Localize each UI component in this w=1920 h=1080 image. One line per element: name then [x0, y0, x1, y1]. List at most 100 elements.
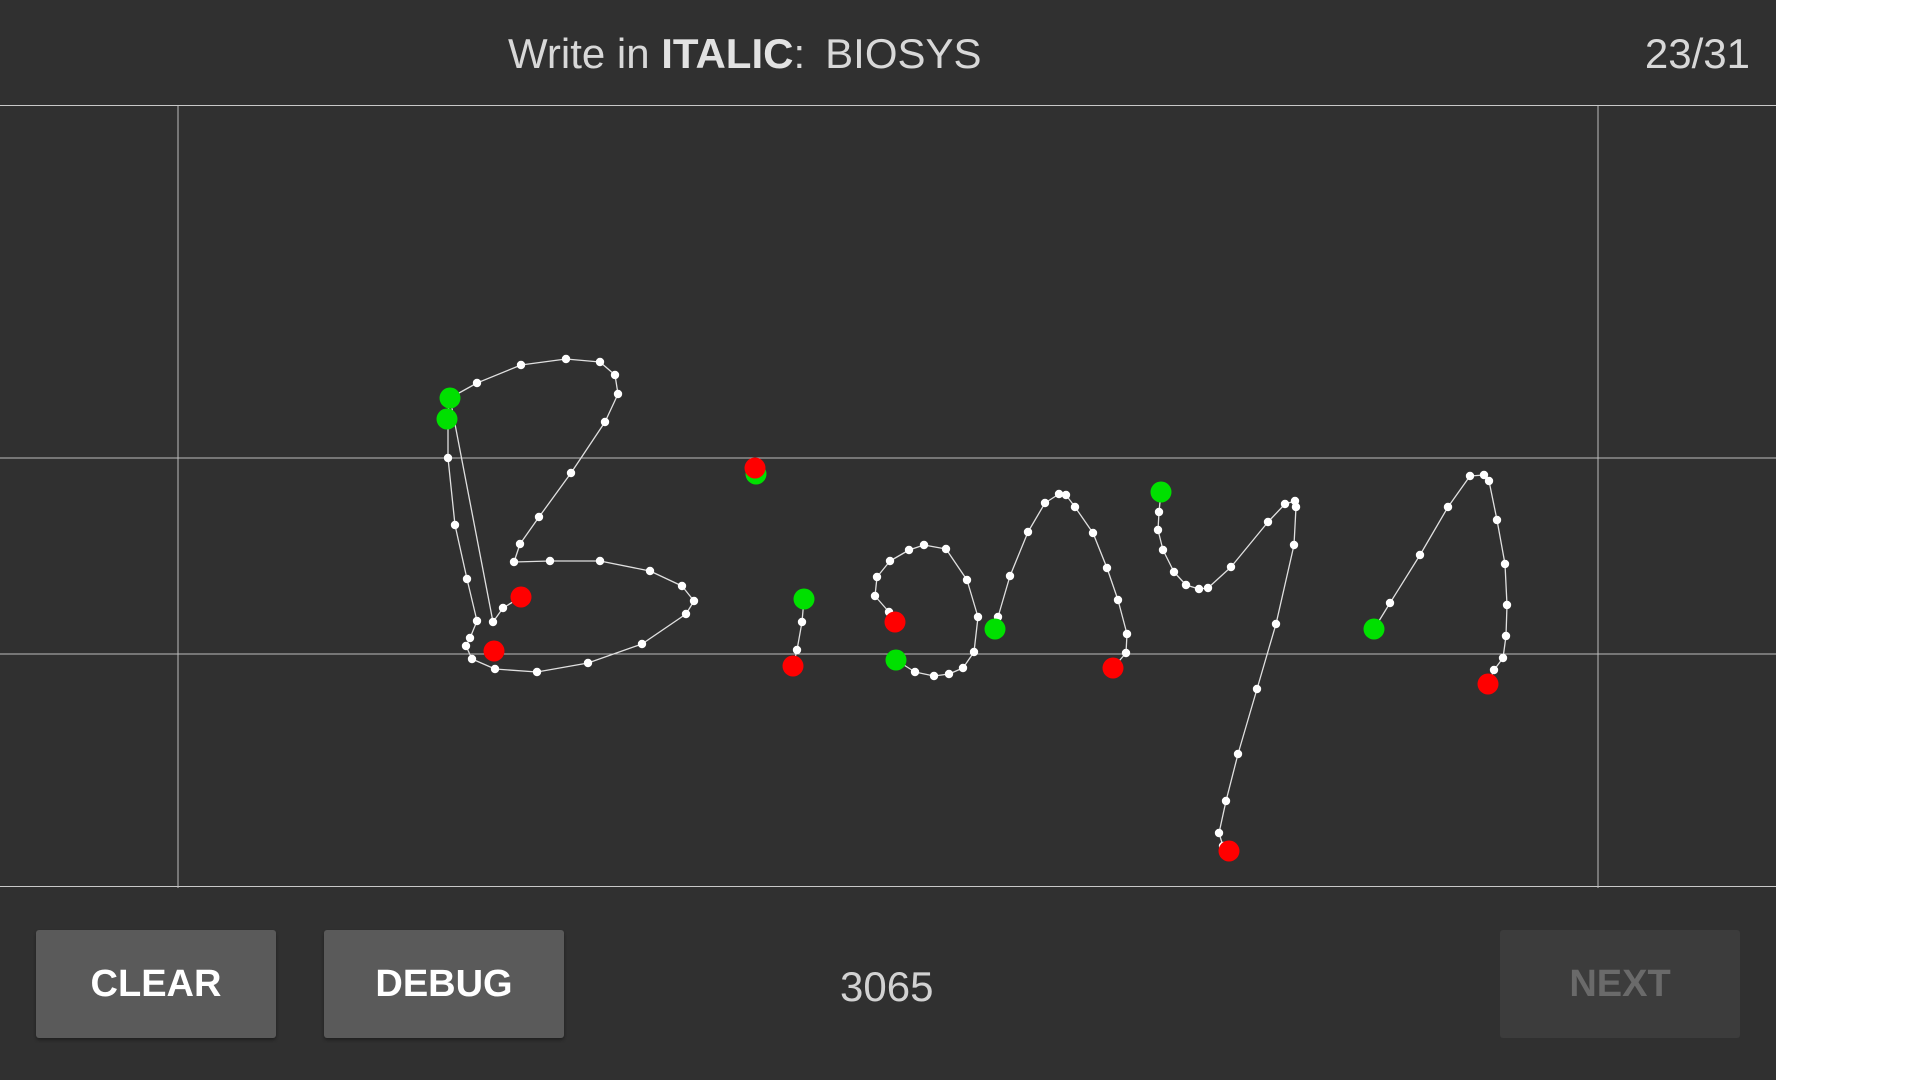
footer: CLEAR DEBUG 3065 NEXT — [0, 887, 1776, 1080]
sample-point — [1263, 517, 1273, 527]
sample-point — [872, 572, 882, 582]
sample-point — [613, 389, 623, 399]
sample-point — [1500, 559, 1510, 569]
stroke-start-point — [1363, 618, 1385, 640]
stroke-end-point — [884, 611, 906, 633]
sample-point — [1194, 584, 1204, 594]
sample-point — [472, 378, 482, 388]
sample-point — [958, 663, 968, 673]
prompt-prefix: Write in — [508, 30, 662, 77]
stroke-end-point — [510, 586, 532, 608]
sample-point — [498, 603, 508, 613]
sample-point — [450, 520, 460, 530]
ink-stroke — [874, 544, 979, 677]
sample-point — [870, 591, 880, 601]
sample-point — [969, 647, 979, 657]
sample-point — [962, 575, 972, 585]
ink-layer — [0, 106, 1776, 888]
sample-point — [1214, 828, 1224, 838]
sample-point — [595, 556, 605, 566]
stroke-start-point — [439, 387, 461, 409]
sample-point — [566, 468, 576, 478]
sample-point — [1443, 502, 1453, 512]
stroke-end-point — [1477, 673, 1499, 695]
sample-point — [1291, 502, 1301, 512]
sample-point — [645, 566, 655, 576]
sample-point — [534, 512, 544, 522]
stroke-start-point — [885, 649, 907, 671]
writing-prompt: Write in ITALIC: BIOSYS — [508, 30, 982, 78]
guide-lines — [0, 106, 1776, 888]
sample-point — [1203, 583, 1213, 593]
sample-point — [443, 453, 453, 463]
sample-point — [488, 617, 498, 627]
sample-point — [973, 612, 983, 622]
ink-stroke — [994, 493, 1128, 669]
sample-point — [1158, 545, 1168, 555]
sample-point — [1054, 489, 1064, 499]
sample-point — [467, 654, 477, 664]
sample-point — [1102, 563, 1112, 573]
sample-point — [465, 633, 475, 643]
stroke-start-point — [984, 618, 1006, 640]
handwriting-strokes — [436, 354, 1512, 862]
sample-point — [1221, 796, 1231, 806]
sample-point — [1169, 567, 1179, 577]
sample-point — [561, 354, 571, 364]
sample-point — [462, 574, 472, 584]
debug-button[interactable]: DEBUG — [324, 930, 564, 1038]
ink-stroke — [447, 358, 695, 673]
sample-point — [1233, 749, 1243, 759]
sample-point — [583, 658, 593, 668]
sample-point — [677, 581, 687, 591]
sample-point — [1479, 470, 1489, 480]
sample-point — [1385, 598, 1395, 608]
stroke-start-point — [1150, 481, 1172, 503]
sample-point — [941, 544, 951, 554]
sample-point — [1226, 562, 1236, 572]
stroke-end-point — [782, 655, 804, 677]
ink-stroke — [1373, 474, 1508, 685]
stroke-start-point — [436, 408, 458, 430]
sample-point — [1489, 665, 1499, 675]
stroke-end-point — [1102, 657, 1124, 679]
sample-point — [1415, 550, 1425, 560]
sample-point — [1280, 499, 1290, 509]
sample-point — [595, 357, 605, 367]
sample-point — [1252, 684, 1262, 694]
sample-point — [1070, 502, 1080, 512]
sample-point — [515, 539, 525, 549]
sample-point — [472, 616, 482, 626]
sample-point — [689, 596, 699, 606]
stroke-start-point — [793, 588, 815, 610]
handwriting-canvas[interactable] — [0, 105, 1776, 888]
prompt-colon: : — [793, 30, 806, 77]
sample-point — [929, 671, 939, 681]
point-count: 3065 — [840, 963, 934, 1010]
sample-point — [637, 639, 647, 649]
progress-counter: 23/31 — [1644, 30, 1750, 77]
sample-point — [1061, 490, 1071, 500]
sample-point — [1271, 619, 1281, 629]
sample-point — [545, 556, 555, 566]
sample-point — [1502, 600, 1512, 610]
sample-point — [944, 669, 954, 679]
sample-point — [1492, 515, 1502, 525]
sample-point — [461, 641, 471, 651]
app-window: Write in ITALIC: BIOSYS 23/31 CLEAR DEBUG… — [0, 0, 1776, 1080]
sample-point — [516, 360, 526, 370]
sample-point — [1289, 540, 1299, 550]
sample-point — [1484, 476, 1494, 486]
sample-point — [1465, 471, 1475, 481]
sample-point — [919, 540, 929, 550]
sample-point — [1023, 527, 1033, 537]
sample-point — [797, 617, 807, 627]
sample-point — [1181, 580, 1191, 590]
sample-point — [1501, 631, 1511, 641]
sample-point — [885, 556, 895, 566]
next-button[interactable]: NEXT — [1500, 930, 1740, 1038]
sample-point — [1498, 653, 1508, 663]
target-word: BIOSYS — [825, 30, 982, 77]
sample-point — [1005, 571, 1015, 581]
clear-button[interactable]: CLEAR — [36, 930, 276, 1038]
